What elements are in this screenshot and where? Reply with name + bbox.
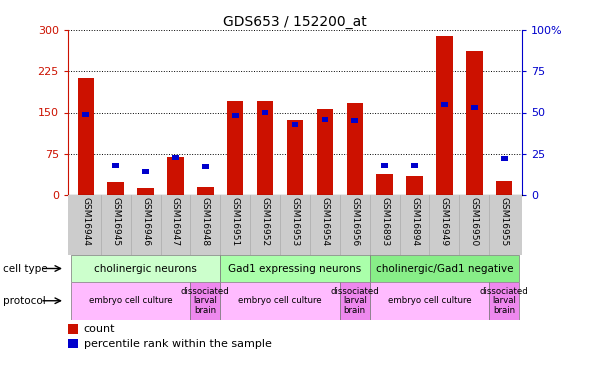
Text: GSM16949: GSM16949: [440, 197, 449, 246]
Text: dissociated
larval
brain: dissociated larval brain: [330, 286, 379, 315]
Bar: [202, 165, 209, 170]
Bar: [352, 118, 358, 123]
Bar: [346, 103, 363, 195]
Bar: [220, 282, 340, 320]
Bar: [370, 282, 489, 320]
Text: GSM16945: GSM16945: [111, 197, 120, 246]
Text: dissociated
larval
brain: dissociated larval brain: [480, 286, 529, 315]
Bar: [381, 163, 388, 168]
Text: dissociated
larval
brain: dissociated larval brain: [181, 286, 230, 315]
Bar: [322, 117, 328, 122]
Bar: [291, 122, 299, 126]
Bar: [112, 163, 119, 168]
Bar: [340, 282, 370, 320]
Text: GSM16954: GSM16954: [320, 197, 329, 246]
Bar: [68, 339, 78, 348]
Text: GSM16944: GSM16944: [81, 197, 90, 246]
Bar: [77, 78, 94, 195]
Bar: [370, 255, 519, 282]
Text: Gad1 expressing neurons: Gad1 expressing neurons: [228, 264, 362, 273]
Bar: [83, 112, 89, 117]
Bar: [71, 282, 191, 320]
Text: embryo cell culture: embryo cell culture: [89, 296, 172, 305]
Bar: [496, 181, 513, 195]
Bar: [167, 156, 183, 195]
Text: GSM16950: GSM16950: [470, 197, 479, 246]
Text: protocol: protocol: [3, 296, 45, 306]
Bar: [489, 282, 519, 320]
Text: count: count: [84, 324, 115, 334]
Text: percentile rank within the sample: percentile rank within the sample: [84, 339, 271, 349]
Bar: [107, 182, 124, 195]
Bar: [376, 174, 393, 195]
Bar: [220, 255, 370, 282]
Bar: [411, 163, 418, 168]
Bar: [232, 113, 238, 118]
Text: cholinergic/Gad1 negative: cholinergic/Gad1 negative: [376, 264, 513, 273]
Bar: [191, 282, 220, 320]
Bar: [317, 109, 333, 195]
Bar: [68, 324, 78, 334]
Text: GSM16948: GSM16948: [201, 197, 210, 246]
Bar: [197, 187, 214, 195]
Bar: [501, 156, 507, 161]
Text: GSM16947: GSM16947: [171, 197, 180, 246]
Text: cell type: cell type: [3, 264, 48, 273]
Bar: [287, 120, 303, 195]
Bar: [441, 102, 448, 107]
Text: GSM16953: GSM16953: [290, 197, 300, 246]
Bar: [471, 105, 478, 110]
Bar: [466, 51, 483, 195]
Bar: [142, 170, 149, 174]
Bar: [172, 154, 179, 159]
Text: GSM16955: GSM16955: [500, 197, 509, 246]
Bar: [71, 255, 220, 282]
Bar: [137, 188, 154, 195]
Bar: [262, 110, 268, 115]
Text: GSM16894: GSM16894: [410, 197, 419, 246]
Text: GSM16956: GSM16956: [350, 197, 359, 246]
Text: GSM16893: GSM16893: [380, 197, 389, 246]
Text: embryo cell culture: embryo cell culture: [388, 296, 471, 305]
Text: GSM16952: GSM16952: [261, 197, 270, 246]
Title: GDS653 / 152200_at: GDS653 / 152200_at: [223, 15, 367, 29]
Text: cholinergic neurons: cholinergic neurons: [94, 264, 197, 273]
Bar: [436, 36, 453, 195]
Bar: [257, 102, 273, 195]
Text: GSM16946: GSM16946: [141, 197, 150, 246]
Bar: [407, 176, 423, 195]
Bar: [227, 102, 244, 195]
Text: GSM16951: GSM16951: [231, 197, 240, 246]
Text: embryo cell culture: embryo cell culture: [238, 296, 322, 305]
